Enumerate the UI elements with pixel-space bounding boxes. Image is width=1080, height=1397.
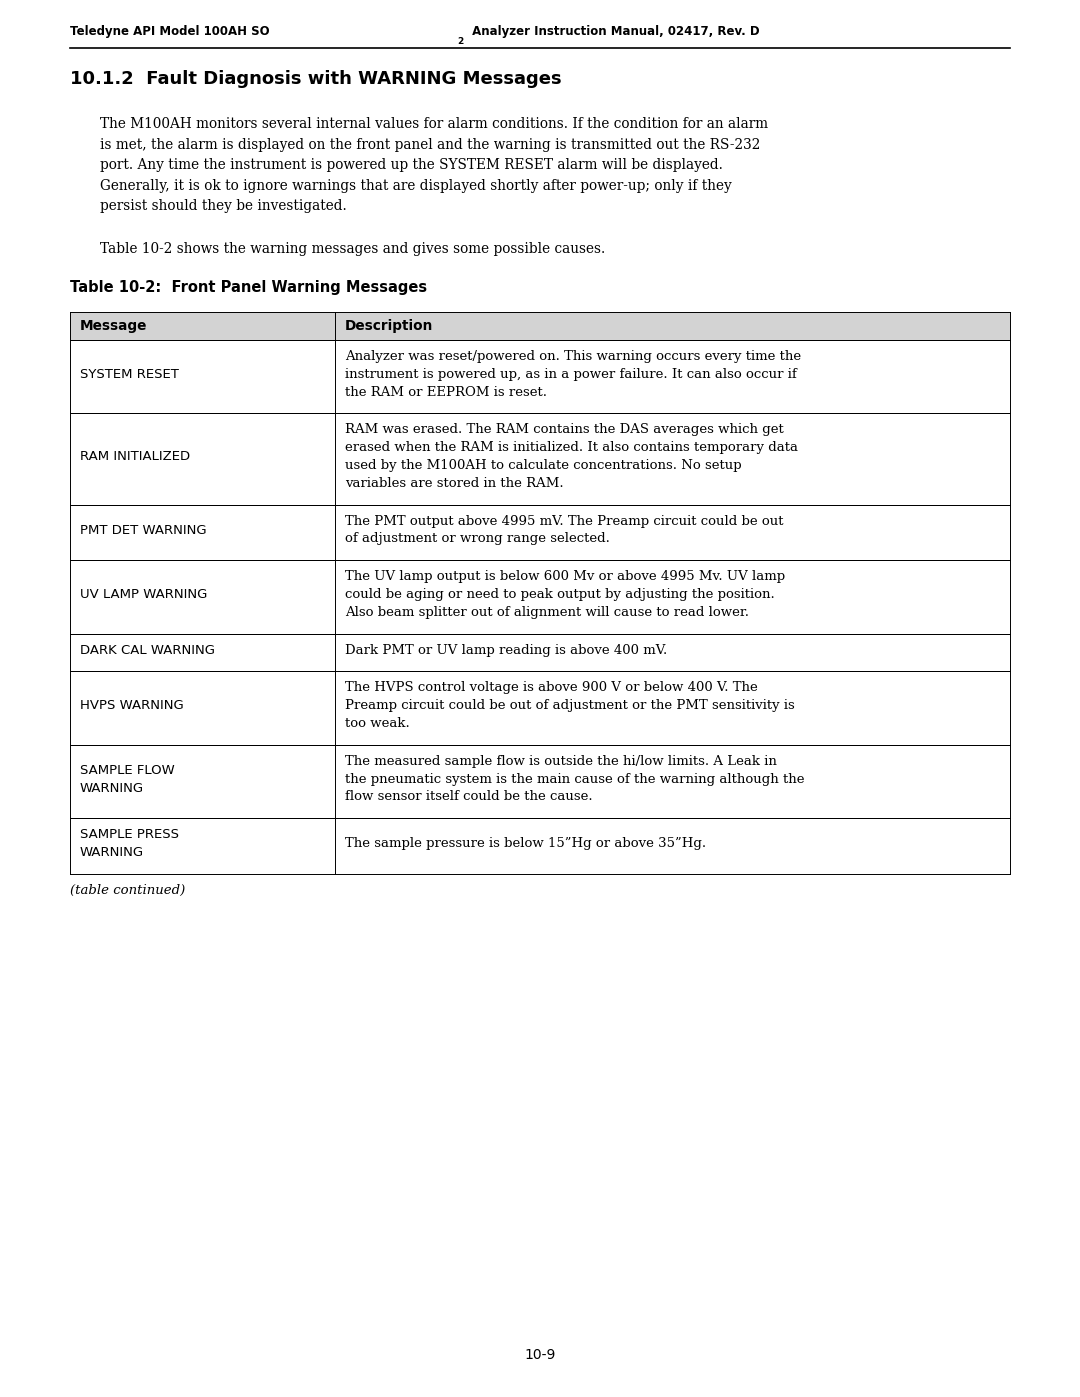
Text: instrument is powered up, as in a power failure. It can also occur if: instrument is powered up, as in a power … xyxy=(346,367,797,381)
Text: 10-9: 10-9 xyxy=(524,1348,556,1362)
Bar xyxy=(70,672,1010,745)
Text: Also beam splitter out of alignment will cause to read lower.: Also beam splitter out of alignment will… xyxy=(346,606,750,619)
Text: is met, the alarm is displayed on the front panel and the warning is transmitted: is met, the alarm is displayed on the fr… xyxy=(100,137,760,151)
Text: port. Any time the instrument is powered up the SYSTEM RESET alarm will be displ: port. Any time the instrument is powered… xyxy=(100,158,723,172)
Text: The UV lamp output is below 600 Mv or above 4995 Mv. UV lamp: The UV lamp output is below 600 Mv or ab… xyxy=(346,570,785,583)
Text: (table continued): (table continued) xyxy=(70,884,186,897)
Text: SAMPLE PRESS: SAMPLE PRESS xyxy=(80,828,179,841)
Text: the pneumatic system is the main cause of the warning although the: the pneumatic system is the main cause o… xyxy=(346,773,805,785)
Bar xyxy=(70,414,1010,504)
Text: HVPS WARNING: HVPS WARNING xyxy=(80,700,184,712)
Text: UV LAMP WARNING: UV LAMP WARNING xyxy=(80,588,207,601)
Text: The PMT output above 4995 mV. The Preamp circuit could be out: The PMT output above 4995 mV. The Preamp… xyxy=(346,514,784,528)
Text: WARNING: WARNING xyxy=(80,847,144,859)
Text: Description: Description xyxy=(346,319,433,332)
Text: 2: 2 xyxy=(457,36,463,46)
Text: Preamp circuit could be out of adjustment or the PMT sensitivity is: Preamp circuit could be out of adjustmen… xyxy=(346,700,795,712)
Bar xyxy=(70,745,1010,819)
Text: Generally, it is ok to ignore warnings that are displayed shortly after power-up: Generally, it is ok to ignore warnings t… xyxy=(100,179,732,193)
Bar xyxy=(70,634,1010,672)
Text: Teledyne API Model 100AH SO: Teledyne API Model 100AH SO xyxy=(70,25,270,38)
Text: The measured sample flow is outside the hi/low limits. A Leak in: The measured sample flow is outside the … xyxy=(346,754,777,768)
Text: DARK CAL WARNING: DARK CAL WARNING xyxy=(80,644,215,657)
Text: Analyzer Instruction Manual, 02417, Rev. D: Analyzer Instruction Manual, 02417, Rev.… xyxy=(468,25,759,38)
Text: PMT DET WARNING: PMT DET WARNING xyxy=(80,524,206,536)
Text: flow sensor itself could be the cause.: flow sensor itself could be the cause. xyxy=(346,791,593,803)
Bar xyxy=(70,339,1010,414)
Bar xyxy=(70,560,1010,634)
Text: erased when the RAM is initialized. It also contains temporary data: erased when the RAM is initialized. It a… xyxy=(346,441,798,454)
Text: could be aging or need to peak output by adjusting the position.: could be aging or need to peak output by… xyxy=(346,588,774,601)
Text: variables are stored in the RAM.: variables are stored in the RAM. xyxy=(346,476,564,490)
Bar xyxy=(70,504,1010,560)
Text: Table 10-2 shows the warning messages and gives some possible causes.: Table 10-2 shows the warning messages an… xyxy=(100,242,605,256)
Text: persist should they be investigated.: persist should they be investigated. xyxy=(100,198,347,212)
Text: Table 10-2:  Front Panel Warning Messages: Table 10-2: Front Panel Warning Messages xyxy=(70,279,427,295)
Text: too weak.: too weak. xyxy=(346,717,409,731)
Text: WARNING: WARNING xyxy=(80,781,144,795)
Text: The HVPS control voltage is above 900 V or below 400 V. The: The HVPS control voltage is above 900 V … xyxy=(346,682,758,694)
Text: RAM INITIALIZED: RAM INITIALIZED xyxy=(80,450,190,462)
Text: RAM was erased. The RAM contains the DAS averages which get: RAM was erased. The RAM contains the DAS… xyxy=(346,423,784,436)
Bar xyxy=(70,312,1010,339)
Text: 10.1.2  Fault Diagnosis with WARNING Messages: 10.1.2 Fault Diagnosis with WARNING Mess… xyxy=(70,70,562,88)
Text: SYSTEM RESET: SYSTEM RESET xyxy=(80,367,179,381)
Text: of adjustment or wrong range selected.: of adjustment or wrong range selected. xyxy=(346,532,610,545)
Text: Message: Message xyxy=(80,319,147,332)
Text: Analyzer was reset/powered on. This warning occurs every time the: Analyzer was reset/powered on. This warn… xyxy=(346,351,801,363)
Bar xyxy=(70,819,1010,873)
Text: The sample pressure is below 15”Hg or above 35”Hg.: The sample pressure is below 15”Hg or ab… xyxy=(346,837,706,851)
Text: The M100AH monitors several internal values for alarm conditions. If the conditi: The M100AH monitors several internal val… xyxy=(100,117,768,131)
Text: used by the M100AH to calculate concentrations. No setup: used by the M100AH to calculate concentr… xyxy=(346,460,742,472)
Text: SAMPLE FLOW: SAMPLE FLOW xyxy=(80,764,175,777)
Text: Dark PMT or UV lamp reading is above 400 mV.: Dark PMT or UV lamp reading is above 400… xyxy=(346,644,667,657)
Text: the RAM or EEPROM is reset.: the RAM or EEPROM is reset. xyxy=(346,386,548,398)
